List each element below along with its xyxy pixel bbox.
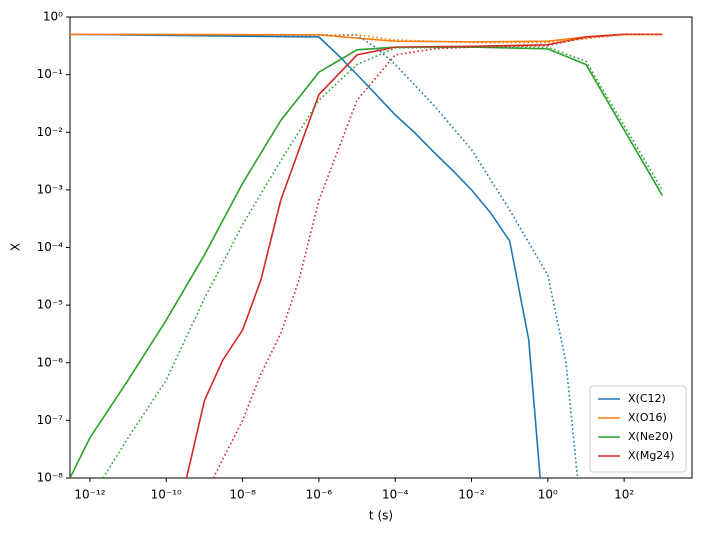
- x-tick-label: 10²: [614, 488, 634, 502]
- x-tick-label: 10⁻¹⁰: [151, 488, 182, 502]
- lines: [70, 33, 664, 478]
- y-tick-label: 10⁻⁸: [37, 471, 64, 485]
- legend: X(C12) X(O16) X(Ne20) X(Mg24): [589, 385, 687, 473]
- legend-label: X(O16): [628, 411, 667, 424]
- y-tick-label: 10⁻³: [37, 182, 64, 196]
- y-tick-label: 10⁻⁴: [37, 240, 64, 254]
- x-tick-label: 10⁻²: [458, 488, 485, 502]
- x-tick-label: 10⁻⁸: [229, 488, 256, 502]
- legend-box: [589, 385, 687, 473]
- y-tick-label: 10⁰: [43, 10, 63, 24]
- legend-label: X(C12): [628, 392, 666, 405]
- y-tick-label: 10⁻⁶: [37, 355, 64, 369]
- y-tick-label: 10⁻¹: [37, 67, 64, 81]
- plot-frame: [69, 16, 693, 479]
- legend-label: X(Mg24): [628, 449, 675, 462]
- y-tick-label: 10⁻⁷: [37, 413, 64, 427]
- x-tick-label: 10⁰: [538, 488, 558, 502]
- series-line: [185, 33, 663, 478]
- y-tick-label: 10⁻²: [37, 125, 64, 139]
- series-line: [70, 33, 579, 478]
- y-tick-label: 10⁻⁵: [37, 298, 64, 312]
- x-axis-label: t (s): [369, 509, 393, 523]
- x-tick-label: 10⁻⁶: [306, 488, 333, 502]
- x-tick-label: 10⁻⁴: [382, 488, 409, 502]
- x-tick-label: 10⁻¹²: [74, 488, 105, 502]
- legend-label: X(Ne20): [628, 430, 673, 443]
- y-axis-label: X: [9, 243, 23, 251]
- series-line: [70, 46, 664, 478]
- series-line: [102, 46, 663, 478]
- series-line: [70, 33, 541, 478]
